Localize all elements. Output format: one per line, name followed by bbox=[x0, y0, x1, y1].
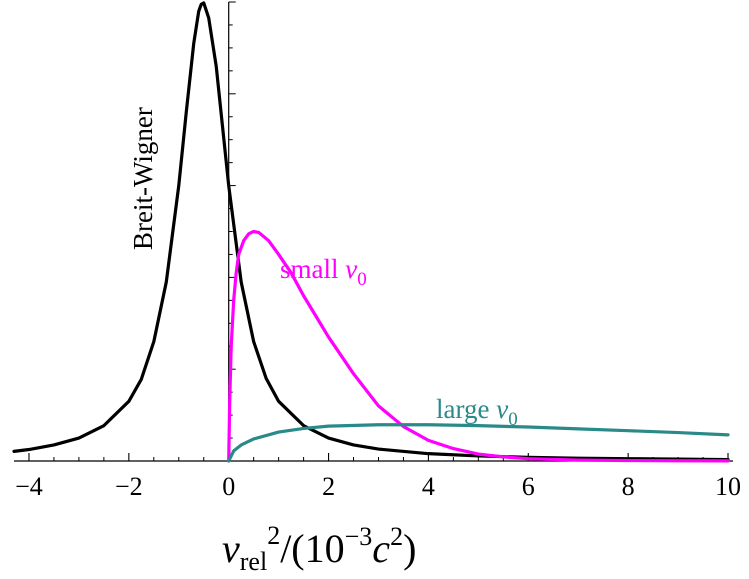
series-line-large-v0 bbox=[227, 423, 730, 463]
series-label-large-v0: large v0 bbox=[436, 394, 518, 430]
x-tick-label: 2 bbox=[322, 472, 335, 501]
x-axis-title: vrel2/(10−3c2) bbox=[222, 521, 416, 576]
x-tick-label: −4 bbox=[15, 472, 43, 501]
series-label-breit-wigner: Breit-Wigner bbox=[128, 107, 158, 250]
x-tick-label: 6 bbox=[522, 472, 535, 501]
x-tick-label: 10 bbox=[715, 472, 741, 501]
axes: −4 −2 0 2 4 6 8 10 bbox=[14, 1, 741, 501]
series-line-breit-wigner bbox=[12, 1, 730, 462]
x-tick-label: −2 bbox=[115, 472, 143, 501]
series-label-small-v0: small v0 bbox=[280, 254, 367, 290]
x-tick-label: 8 bbox=[622, 472, 635, 501]
x-tick-label: 4 bbox=[422, 472, 435, 501]
series-lines bbox=[12, 1, 730, 463]
series-line-small-v0 bbox=[227, 229, 730, 463]
x-tick-label: 0 bbox=[222, 472, 235, 501]
